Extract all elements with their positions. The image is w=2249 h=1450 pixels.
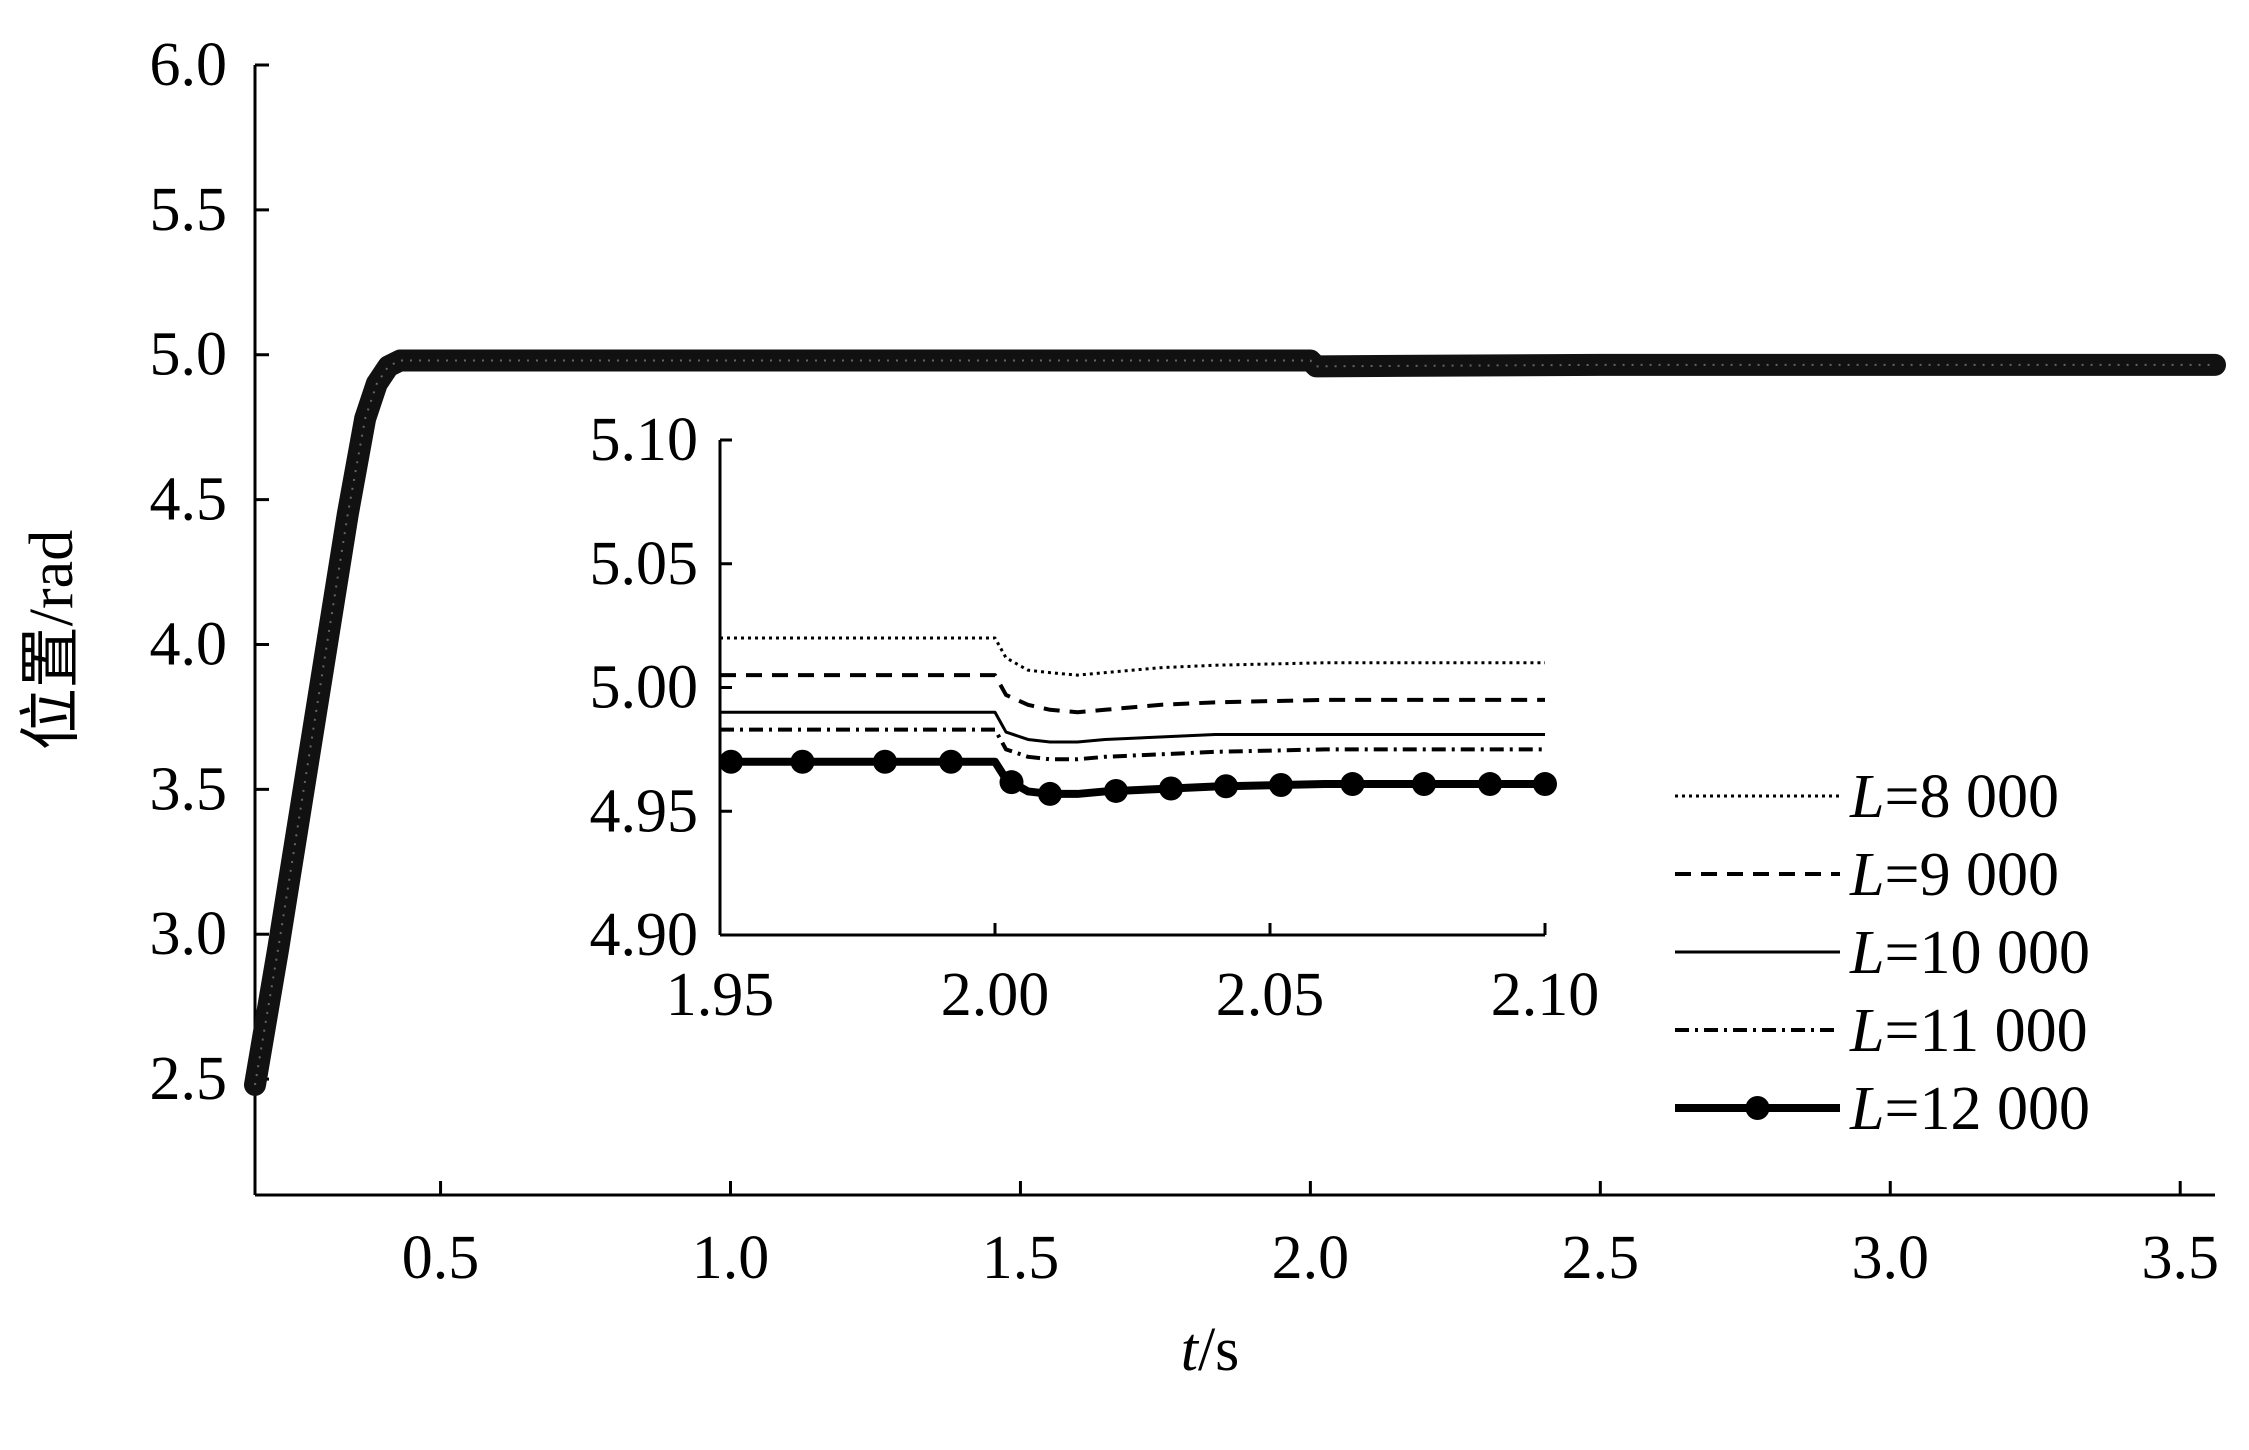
main-y-tick-label: 5.5 <box>150 176 228 244</box>
inset-x-tick-label: 2.10 <box>1491 961 1600 1029</box>
inset-y-tick-label: 4.90 <box>590 901 699 969</box>
main-x-tick-label: 0.5 <box>402 1224 480 1292</box>
inset-background <box>720 440 1545 935</box>
inset-series-line-1 <box>720 673 1545 715</box>
inset-series-line-2 <box>720 710 1545 744</box>
main-y-tick-label: 3.5 <box>150 755 228 823</box>
inset-y-tick-label: 5.05 <box>590 530 699 598</box>
main-series-line <box>244 349 2226 1096</box>
inset-series-marker <box>939 749 963 774</box>
main-x-tick-label: 3.0 <box>1852 1224 1930 1292</box>
inset-series-marker <box>1340 772 1365 797</box>
main-y-tick-label: 4.5 <box>150 466 228 534</box>
legend-label-0: L=8 000 <box>1849 763 2059 831</box>
main-series <box>244 349 2226 1096</box>
main-y-tick-label: 4.0 <box>150 610 228 678</box>
inset-axes: 4.90 4.95 5.00 5.05 5.10 1.95 2.00 2.05 2.10 <box>590 406 1600 1029</box>
main-x-tick-label: 2.5 <box>1562 1224 1640 1292</box>
main-x-tick-label: 2.0 <box>1272 1224 1350 1292</box>
legend-label-4: L=12 000 <box>1849 1075 2090 1143</box>
inset-x-tick-label: 2.00 <box>941 961 1050 1029</box>
inset-series-marker <box>999 770 1024 795</box>
main-y-tick-label: 5.0 <box>150 321 228 389</box>
y-axis-title: 位置/rad <box>18 530 86 750</box>
inset-series-marker <box>790 749 815 774</box>
main-series-texture <box>254 359 2215 1086</box>
inset-series-marker <box>1478 772 1502 797</box>
svg-text:位置/rad: 位置/rad <box>18 530 86 750</box>
inset-series-marker <box>873 749 897 774</box>
main-y-tick-label: 3.0 <box>150 900 228 968</box>
legend-marker <box>1745 1096 1770 1120</box>
inset-series-marker <box>1159 776 1183 801</box>
main-y-tick-label: 2.5 <box>150 1045 228 1113</box>
inset-series-marker <box>1104 778 1128 803</box>
inset-y-tick-label: 5.10 <box>590 406 699 474</box>
legend-label-1: L=9 000 <box>1849 841 2059 909</box>
main-axes: 2.5 3.0 3.5 4.0 4.5 5.0 5.5 6.0 0.5 1.0 1.5 2.0 2.5 3… <box>150 31 2219 1292</box>
inset-series-marker <box>1269 773 1293 798</box>
inset-x-tick-label: 2.05 <box>1216 961 1325 1029</box>
x-axis-title: t/s <box>1181 1316 1240 1384</box>
main-x-tick-label: 3.5 <box>2141 1224 2219 1292</box>
main-x-tick-label: 1.5 <box>982 1224 1060 1292</box>
main-x-tick-label: 1.0 <box>692 1224 770 1292</box>
legend: L=8 000 L=9 000 L=10 000 L=11 000 L=12 000 <box>1675 763 2090 1143</box>
inset-series-marker <box>1214 774 1238 799</box>
inset-series-marker <box>1533 772 1557 797</box>
inset-series <box>719 636 1557 806</box>
main-y-tick-label: 6.0 <box>150 31 228 99</box>
inset-series-marker <box>1038 781 1062 806</box>
inset-y-tick-label: 4.95 <box>590 777 699 845</box>
inset-series-line-3 <box>720 727 1545 762</box>
inset-series-marker <box>719 749 743 774</box>
inset-y-tick-label: 5.00 <box>590 654 699 722</box>
inset-series-marker <box>1412 772 1436 797</box>
inset-series-line-0 <box>720 636 1545 677</box>
legend-label-3: L=11 000 <box>1849 997 2088 1065</box>
legend-label-2: L=10 000 <box>1849 919 2090 987</box>
inset-x-tick-label: 1.95 <box>666 961 775 1029</box>
